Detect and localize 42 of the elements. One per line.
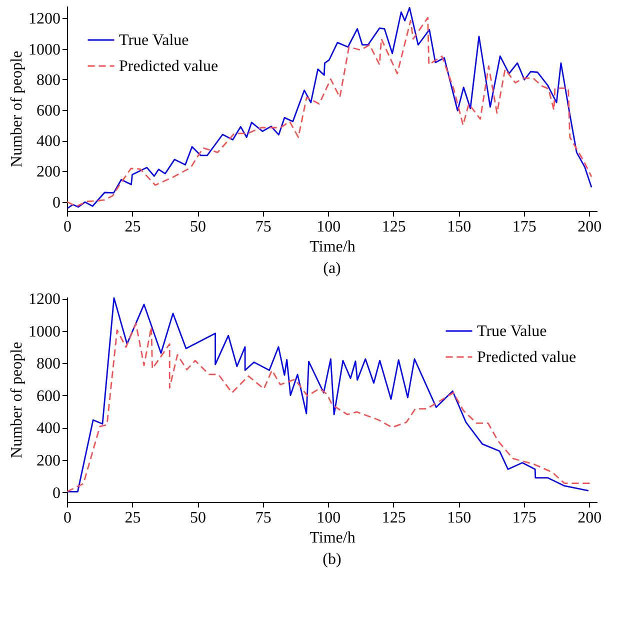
x-tick-label: 25	[124, 510, 141, 526]
y-axis-title: Number of people	[8, 50, 26, 168]
x-tick-label: 75	[255, 218, 272, 236]
x-tick-label: 100	[316, 510, 341, 526]
x-tick-label: 0	[64, 218, 72, 236]
x-tick-label: 200	[578, 218, 602, 236]
y-axis-title: Number of people	[8, 342, 26, 458]
y-tick-label: 800	[36, 72, 60, 89]
x-tick-label: 150	[447, 510, 472, 526]
y-tick-label: 400	[36, 133, 60, 150]
x-tick-label: 125	[382, 218, 406, 236]
legend-label: Predicted value	[119, 58, 218, 75]
x-tick-label: 25	[124, 218, 141, 236]
x-tick-label: 125	[382, 510, 406, 526]
y-tick-label: 600	[36, 102, 60, 120]
text: (b)	[322, 551, 342, 568]
text: (a)	[323, 260, 341, 277]
legend-label: True Value	[119, 32, 189, 49]
x-axis-title: Time/h	[310, 238, 356, 256]
x-tick-label: 0	[64, 510, 72, 526]
y-tick-label: 1200	[28, 291, 60, 308]
x-axis-title: Time/h	[310, 530, 356, 546]
x-tick-label: 50	[190, 510, 206, 526]
x-tick-label: 175	[512, 510, 536, 526]
y-tick-label: 0	[52, 194, 60, 212]
legend-label: True Value	[477, 323, 547, 340]
y-tick-label: 400	[36, 420, 60, 438]
y-tick-label: 200	[36, 452, 60, 470]
y-tick-label: 1200	[28, 10, 60, 28]
y-tick-label: 600	[36, 388, 60, 405]
x-tick-label: 100	[316, 218, 341, 236]
y-tick-label: 1000	[28, 323, 60, 340]
y-tick-label: 200	[36, 164, 60, 181]
y-tick-label: 0	[52, 484, 60, 502]
legend-label: Predicted value	[477, 349, 576, 366]
x-tick-label: 50	[190, 218, 206, 236]
x-tick-label: 200	[578, 510, 602, 526]
x-tick-label: 75	[255, 510, 272, 526]
x-tick-label: 175	[512, 218, 536, 236]
x-tick-label: 150	[447, 218, 472, 236]
y-tick-label: 1000	[28, 41, 60, 58]
y-tick-label: 800	[36, 356, 60, 373]
